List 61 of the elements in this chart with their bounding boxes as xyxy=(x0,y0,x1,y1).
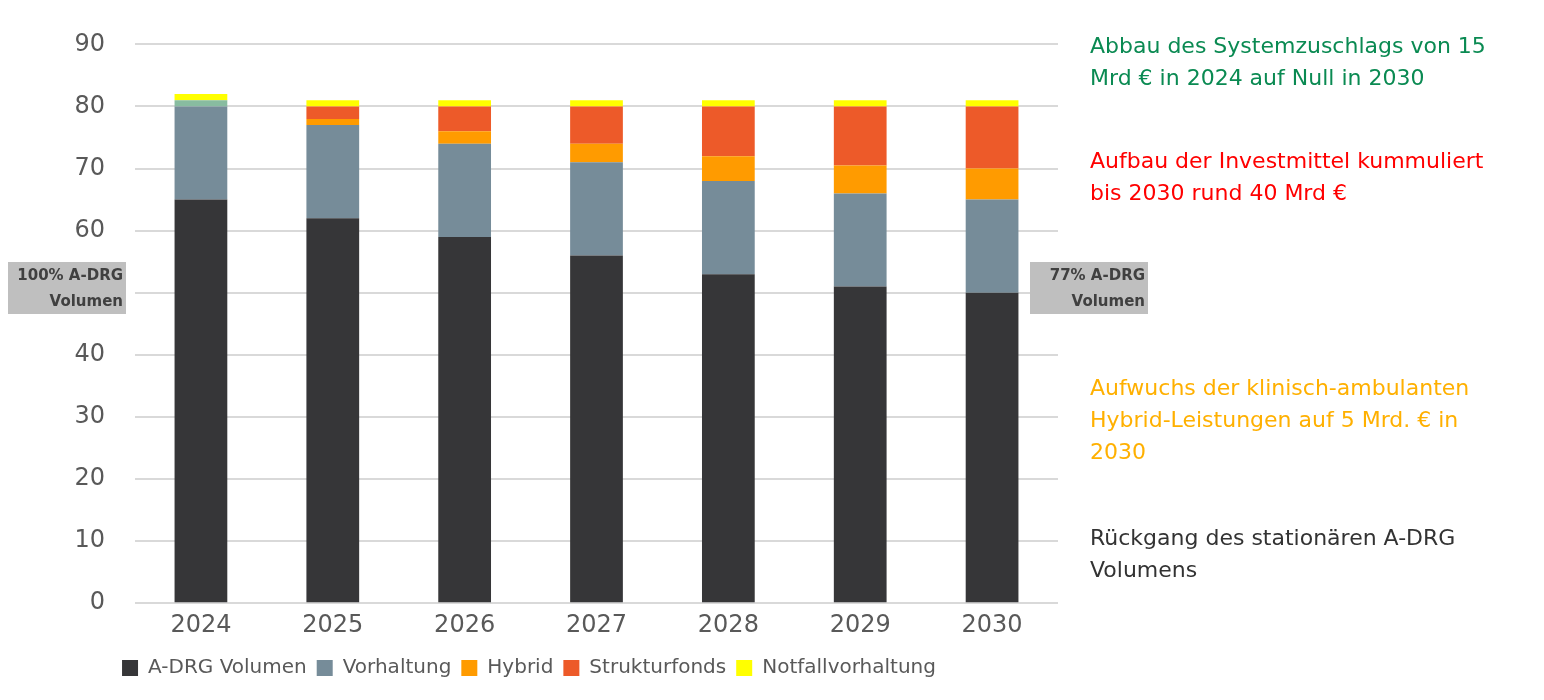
x-tick-label: 2030 xyxy=(961,609,1023,638)
bar xyxy=(306,106,360,119)
text: Rückgang des stationären A-DRG Volumens xyxy=(1090,524,1457,584)
x-tick-label: 2025 xyxy=(302,609,364,638)
bar xyxy=(833,286,887,603)
x-tick-label: 2026 xyxy=(434,609,496,638)
y-tick-label: 70 xyxy=(74,152,105,181)
bar xyxy=(701,181,755,275)
bar xyxy=(570,100,623,107)
x-tick-label: 2027 xyxy=(565,609,628,638)
text: Aufwuchs der klinisch-ambulanten Hybrid-Leistungen auf 5 Mrd. € in 2030 xyxy=(1090,374,1471,466)
bar xyxy=(965,292,1019,603)
bar xyxy=(965,100,1019,107)
bar xyxy=(438,143,492,237)
bar xyxy=(438,236,492,603)
legend-label: A-DRG Volumen xyxy=(148,654,307,679)
bar xyxy=(701,100,755,107)
legend-label: Vorhaltung xyxy=(342,654,452,679)
y-tick-label: 90 xyxy=(74,28,105,57)
bar xyxy=(438,106,492,132)
bar xyxy=(306,218,360,603)
bar xyxy=(833,106,887,166)
bar xyxy=(174,199,228,603)
bar xyxy=(965,106,1019,169)
bar xyxy=(833,193,887,287)
legend-label: Hybrid xyxy=(487,654,554,679)
y-tick-label: 0 xyxy=(89,587,105,616)
y-tick-label: 20 xyxy=(74,463,105,492)
y-tick-label: 40 xyxy=(74,339,105,368)
text: 100% A-DRG Volumen xyxy=(8,262,126,314)
text: Aufbau der Investmittel kummuliert bis 2030 rund 40 Mrd € xyxy=(1090,147,1485,207)
bar xyxy=(174,94,228,101)
x-tick-label: 2028 xyxy=(697,609,759,638)
y-tick-label: 30 xyxy=(74,401,105,430)
bar xyxy=(570,162,623,256)
text: Abbau des Systemzuschlags von 15 Mrd € in 2024 auf Null in 2030 xyxy=(1090,32,1487,92)
bar xyxy=(570,106,623,144)
bar xyxy=(438,100,492,107)
bar xyxy=(701,106,755,157)
bar xyxy=(174,106,228,200)
x-tick-label: 2029 xyxy=(829,609,891,638)
bar xyxy=(306,125,360,219)
annotation: 77% A-DRG Volumen xyxy=(1030,262,1148,314)
bar xyxy=(570,255,623,603)
bar xyxy=(965,199,1019,293)
y-tick-label: 60 xyxy=(74,214,105,243)
bar xyxy=(833,165,887,194)
x-tick-label: 2024 xyxy=(170,609,232,638)
bar xyxy=(174,100,228,107)
y-tick-label: 10 xyxy=(74,525,105,554)
bar xyxy=(833,100,887,107)
bar xyxy=(438,131,492,144)
bar xyxy=(701,156,755,181)
bar xyxy=(965,168,1019,200)
legend-label: Strukturfonds xyxy=(589,654,727,679)
y-tick-label: 80 xyxy=(74,90,105,119)
bar xyxy=(306,118,360,126)
bar xyxy=(306,100,360,107)
bar xyxy=(701,274,755,603)
legend-label: Notfallvorhaltung xyxy=(762,654,936,679)
bar xyxy=(570,143,623,163)
